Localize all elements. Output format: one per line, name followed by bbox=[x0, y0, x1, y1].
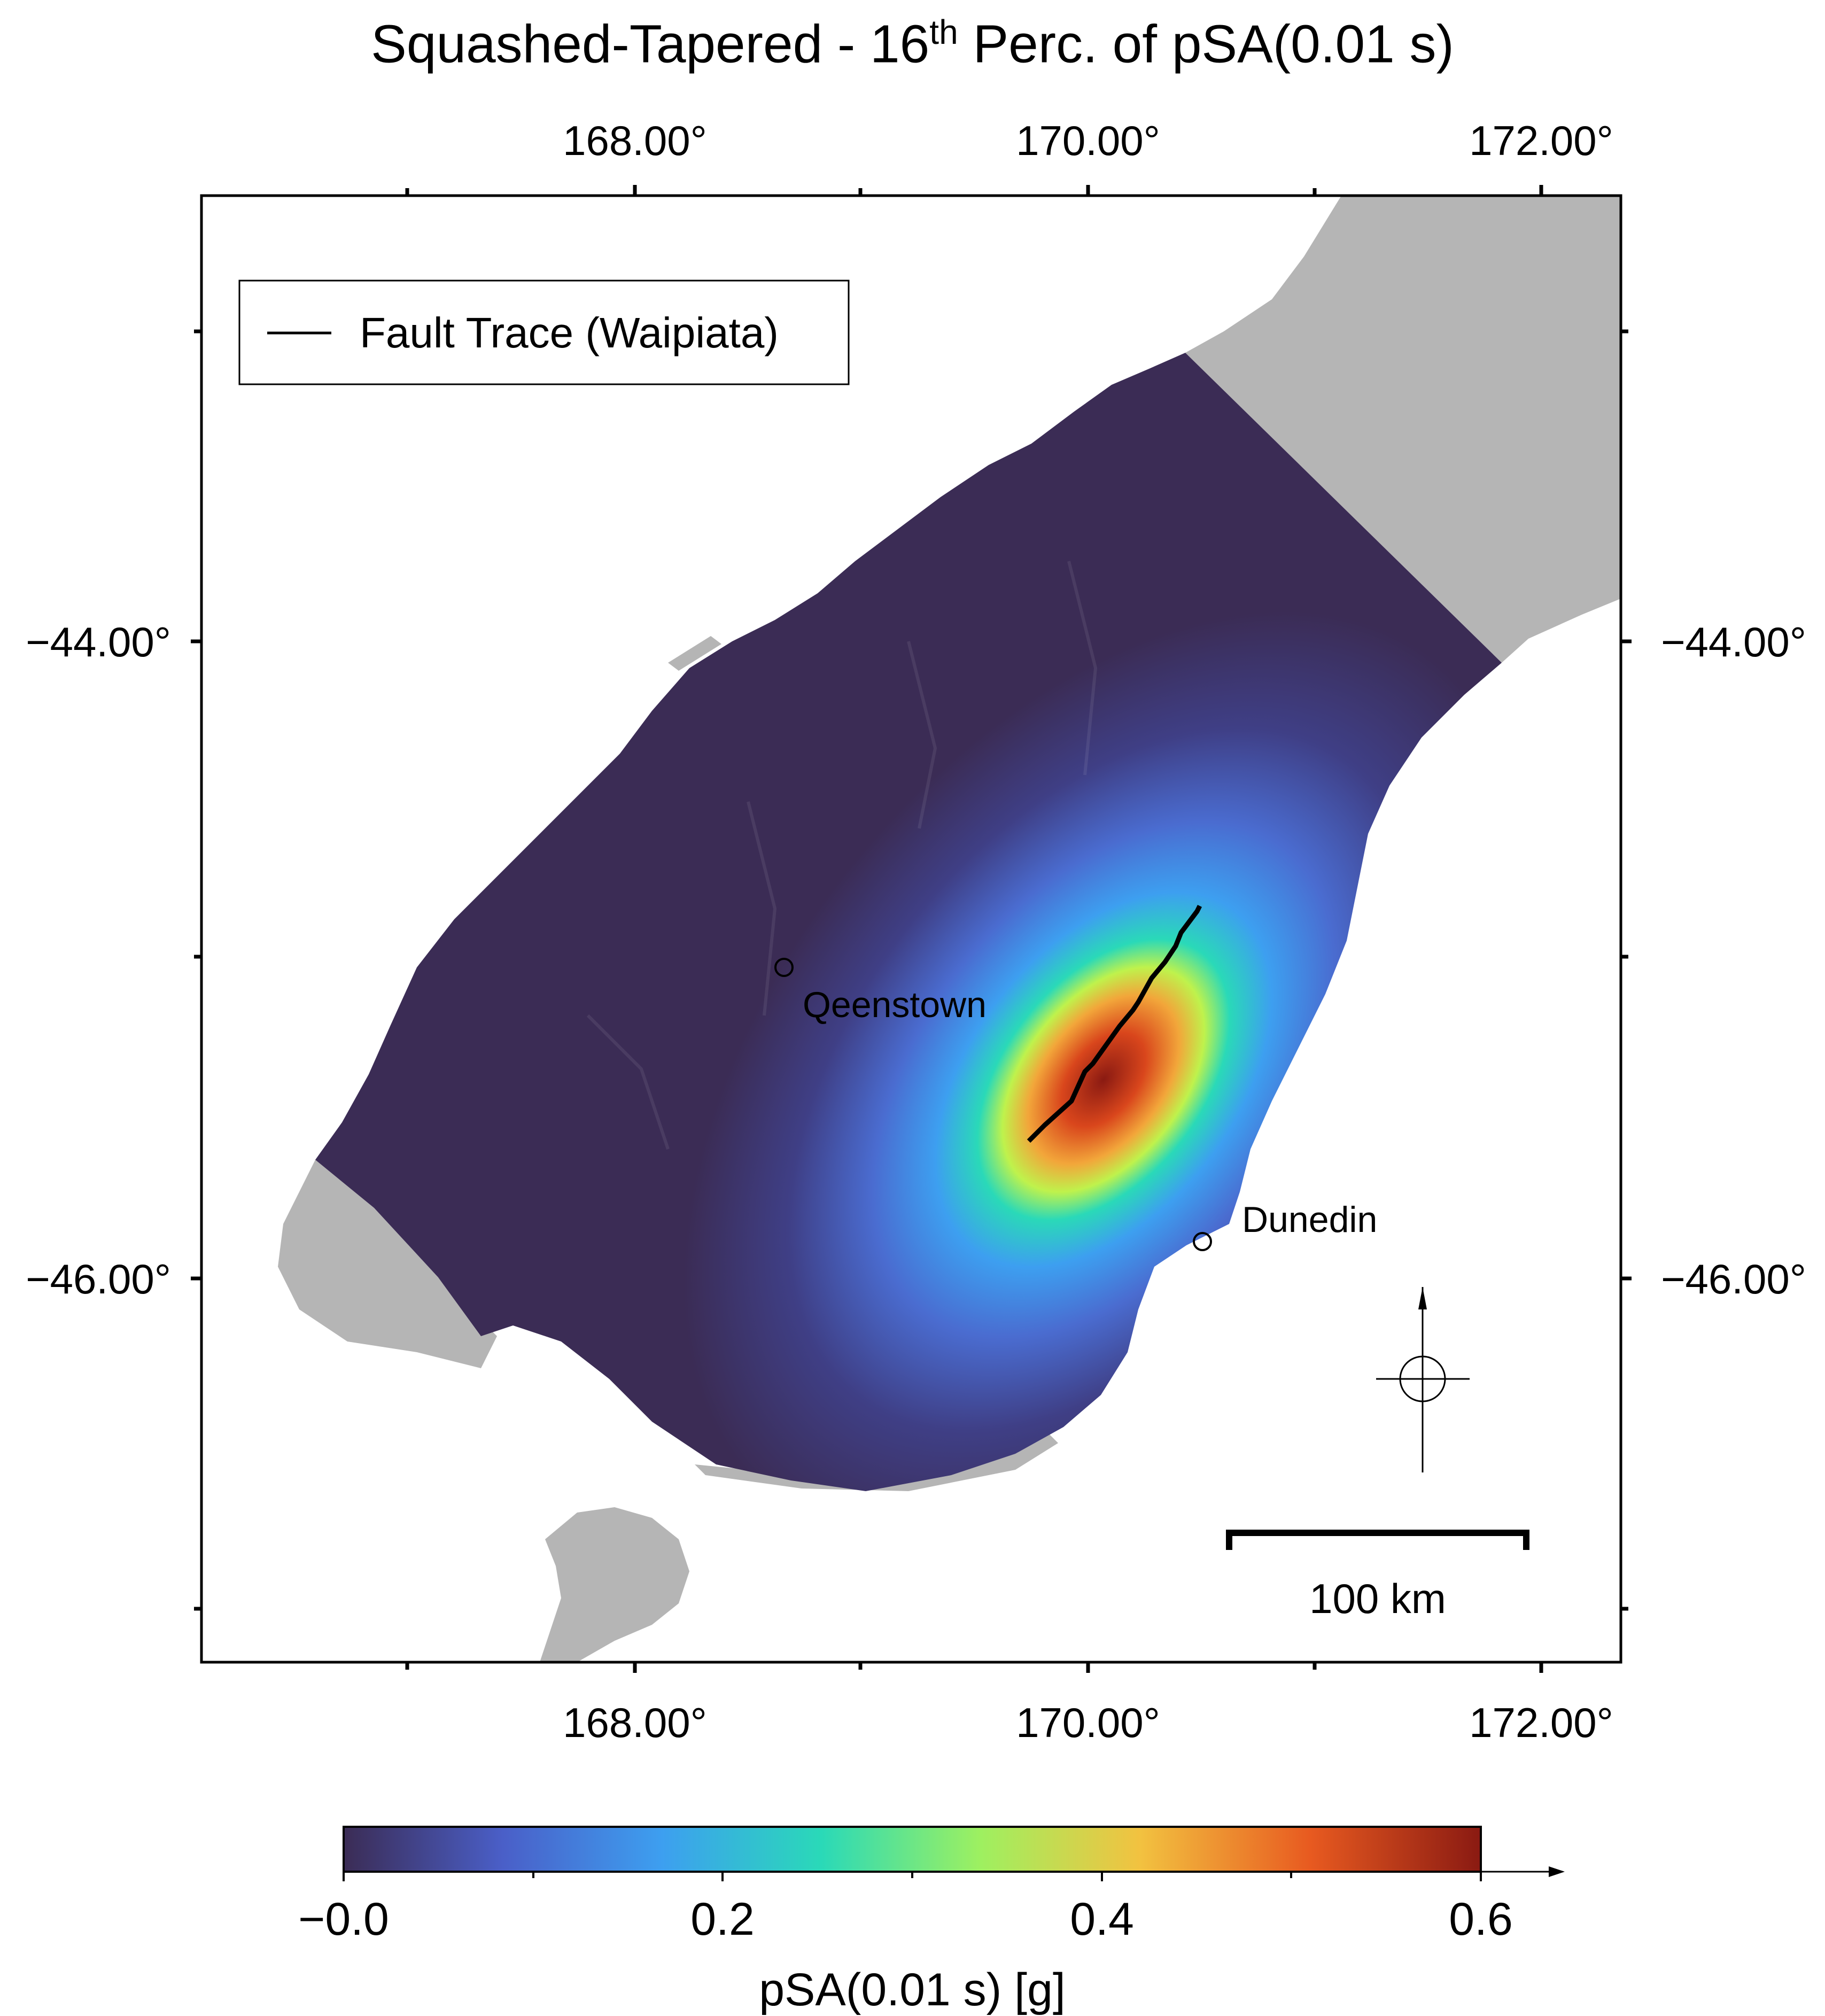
x-tick-bottom-168: 168.00° bbox=[563, 1699, 707, 1746]
colorbar-tick-3: 0.6 bbox=[1449, 1894, 1513, 1945]
scale-bar: 100 km bbox=[1226, 1530, 1529, 1622]
masked-island-south bbox=[540, 1507, 689, 1662]
y-tick-right-44: −44.00° bbox=[1661, 618, 1806, 665]
x-tick-bottom-170: 170.00° bbox=[1016, 1699, 1160, 1746]
x-tick-top-170: 170.00° bbox=[1016, 117, 1160, 164]
colorbar-arrow-icon bbox=[1549, 1866, 1565, 1877]
terrain-texture bbox=[586, 561, 1098, 1150]
masked-land-southwest bbox=[278, 1160, 497, 1368]
dunedin-label: Dunedin bbox=[1242, 1199, 1377, 1240]
map-area: Qeenstown Dunedin 100 km Fault Trace (Wa… bbox=[238, 196, 1621, 1662]
y-tick-right-46: −46.00° bbox=[1661, 1255, 1806, 1302]
frame-ticks bbox=[191, 185, 1632, 1673]
colorbar: −0.0 0.2 0.4 0.6 pSA(0.01 s) [g] bbox=[298, 1826, 1565, 2015]
x-tick-top-172: 172.00° bbox=[1469, 117, 1613, 164]
legend-fault-label: Fault Trace (Waipiata) bbox=[360, 309, 779, 356]
dunedin-marker bbox=[1193, 1232, 1212, 1251]
fault-trace-waipiata bbox=[1027, 904, 1202, 1143]
colorbar-tick-0: −0.0 bbox=[298, 1894, 389, 1945]
colorbar-gradient bbox=[343, 1826, 1482, 1873]
title-suffix: Perc. of pSA(0.01 s) bbox=[958, 14, 1454, 74]
scale-bar-label: 100 km bbox=[1309, 1575, 1446, 1622]
north-arrow-icon bbox=[1376, 1287, 1470, 1472]
y-tick-left-46: −46.00° bbox=[26, 1255, 171, 1302]
masked-land-northeast bbox=[1185, 196, 1621, 663]
map-title: Squashed-Tapered - 16th Perc. of pSA(0.0… bbox=[0, 0, 1825, 76]
title-prefix: Squashed-Tapered - 16 bbox=[371, 14, 930, 74]
map-frame bbox=[200, 194, 1622, 1664]
colorbar-label: pSA(0.01 s) [g] bbox=[759, 1964, 1066, 2015]
x-tick-top-168: 168.00° bbox=[563, 117, 707, 164]
legend: Fault Trace (Waipiata) bbox=[238, 280, 850, 385]
title-superscript: th bbox=[929, 13, 958, 51]
colorbar-tick-2: 0.4 bbox=[1070, 1894, 1134, 1945]
colorbar-tick-1: 0.2 bbox=[690, 1894, 755, 1945]
x-tick-bottom-172: 172.00° bbox=[1469, 1699, 1613, 1746]
hazard-field bbox=[315, 353, 1502, 1491]
queenstown-marker bbox=[774, 958, 794, 977]
queenstown-label: Qeenstown bbox=[803, 984, 987, 1025]
y-tick-left-44: −44.00° bbox=[26, 618, 171, 665]
masked-coast-west bbox=[668, 636, 721, 671]
